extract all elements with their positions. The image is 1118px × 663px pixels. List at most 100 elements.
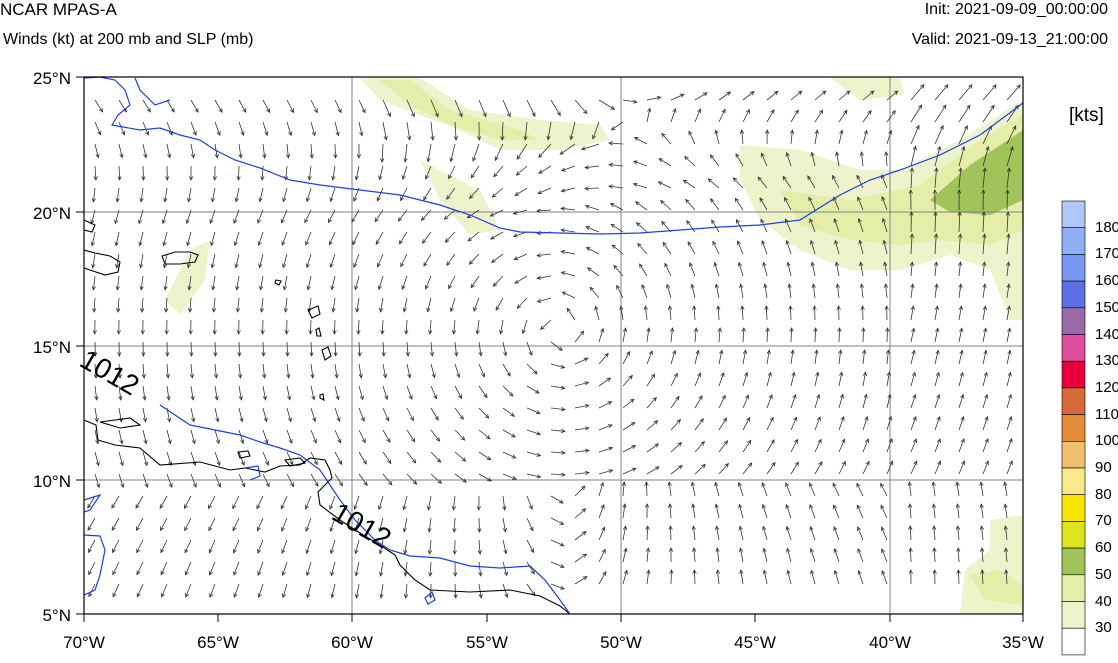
ticks — [76, 76, 1024, 622]
wind-arrow-head — [453, 594, 458, 599]
wind-arrow — [909, 482, 912, 497]
wind-arrow-head — [862, 371, 867, 377]
wind-arrow-head — [720, 371, 725, 377]
wind-arrow — [478, 429, 491, 440]
wind-arrow-head — [582, 530, 587, 536]
wind-arrow-head — [383, 135, 388, 141]
wind-arrow — [958, 168, 962, 189]
wind-arrow-head — [933, 261, 939, 266]
wind-arrow-head — [493, 172, 498, 178]
wind-arrow — [190, 341, 192, 357]
wind-arrow — [404, 561, 408, 576]
wind-arrow-head — [452, 528, 457, 533]
wind-arrow — [470, 165, 480, 178]
wind-arrow-head — [189, 352, 194, 357]
wind-arrow — [550, 99, 561, 116]
wind-arrow-head — [209, 219, 214, 225]
wind-arrow — [310, 385, 315, 400]
wind-arrow — [118, 143, 123, 158]
wind-arrow-head — [310, 373, 315, 379]
wind-arrow-head — [963, 124, 968, 130]
wind-arrow-head — [983, 327, 988, 333]
wind-arrow — [209, 583, 216, 598]
wind-arrow — [118, 99, 127, 113]
wind-arrow — [116, 187, 120, 202]
wind-arrow — [958, 372, 964, 387]
wind-arrow — [550, 583, 565, 590]
wind-arrow-head — [477, 550, 482, 555]
wind-arrow-head — [841, 460, 846, 466]
wind-arrow — [237, 297, 240, 312]
wind-arrow-head — [308, 330, 313, 335]
wind-arrow-head — [218, 108, 223, 114]
wind-arrow-head — [240, 461, 245, 466]
wind-arrow-head — [631, 467, 637, 472]
wind-arrow-head — [305, 240, 310, 246]
wind-arrow-head — [794, 461, 799, 467]
wind-arrow — [478, 583, 482, 598]
wind-arrow-head — [763, 283, 768, 289]
wind-arrow-head — [1003, 525, 1008, 531]
wind-arrow — [401, 275, 408, 290]
wind-arrow — [550, 495, 564, 504]
wind-arrow — [118, 451, 124, 466]
wind-arrow — [742, 91, 755, 101]
wind-arrow — [446, 253, 456, 266]
wind-arrow — [400, 253, 408, 267]
wind-arrow — [838, 372, 843, 387]
wind-arrow — [740, 284, 744, 299]
wind-arrow — [429, 561, 432, 577]
wind-arrow-head — [536, 474, 542, 479]
wind-arrow — [622, 398, 635, 409]
wind-arrow — [166, 473, 173, 488]
wind-arrow-head — [691, 503, 696, 509]
wind-arrow — [574, 531, 587, 541]
wind-arrow — [235, 253, 240, 268]
wind-arrow — [662, 242, 672, 255]
wind-arrow — [646, 481, 648, 497]
wind-arrow — [331, 275, 336, 290]
wind-arrow-head — [499, 329, 504, 335]
wind-arrow — [190, 429, 196, 444]
wind-arrow — [646, 108, 651, 123]
wind-arrow-head — [486, 456, 492, 461]
wind-arrow-head — [632, 182, 638, 187]
wind-arrow-head — [466, 214, 472, 219]
wind-arrow-head — [332, 330, 337, 335]
wind-arrow-head — [724, 462, 730, 468]
wind-arrow — [208, 517, 216, 531]
wind-arrow — [1004, 504, 1008, 519]
wind-arrow — [611, 121, 624, 131]
wind-arrow-head — [338, 481, 343, 487]
wind-arrow — [526, 495, 533, 510]
wind-arrow-head — [515, 171, 521, 176]
wind-arrow-head — [610, 105, 616, 110]
wind-arrow-head — [646, 569, 651, 575]
wind-arrow — [286, 121, 292, 136]
colorbar-swatch — [1061, 280, 1086, 309]
wind-arrow-head — [958, 167, 963, 172]
wind-arrow-head — [982, 167, 987, 173]
wind-arrow — [834, 218, 840, 233]
wind-arrow-head — [215, 439, 220, 445]
wind-arrow-head — [785, 482, 790, 488]
wind-arrow-head — [793, 416, 798, 422]
wind-arrow-head — [833, 547, 838, 553]
wind-arrow-head — [865, 438, 869, 444]
wind-arrow — [1006, 189, 1008, 211]
wind-arrow-head — [407, 373, 412, 379]
wind-arrow-head — [761, 481, 766, 487]
wind-arrow-head — [910, 283, 915, 289]
wind-arrow-head — [119, 439, 124, 445]
wind-arrow-head — [112, 570, 117, 576]
wind-arrow — [238, 341, 240, 357]
wind-arrow-head — [405, 352, 410, 357]
wind-arrow-head — [236, 330, 241, 335]
wind-arrow-head — [115, 197, 120, 203]
wind-arrow-head — [859, 283, 864, 288]
lon-label: 70°W — [63, 633, 105, 652]
wind-arrow — [598, 469, 613, 475]
wind-arrow-head — [650, 373, 656, 379]
wind-arrow-head — [136, 548, 141, 554]
wind-arrow — [190, 143, 194, 158]
